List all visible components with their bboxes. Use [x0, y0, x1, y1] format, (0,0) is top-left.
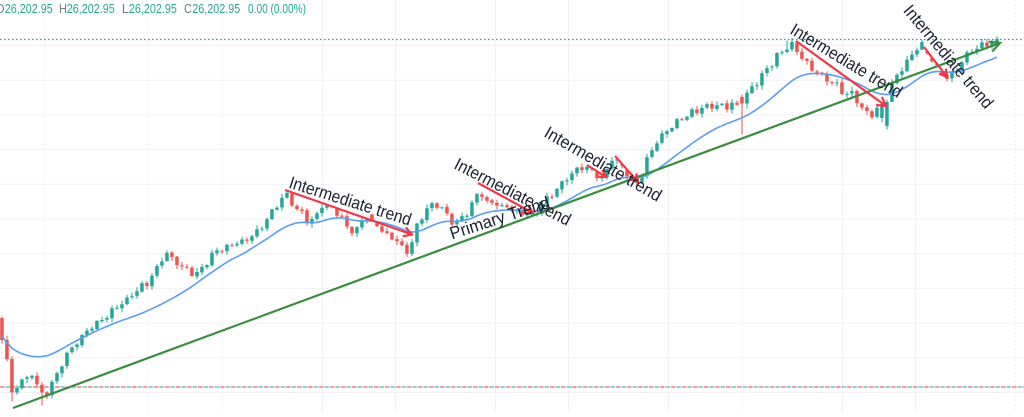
- svg-text:26,202.95: 26,202.95: [67, 2, 115, 16]
- svg-text:O: O: [0, 2, 5, 16]
- svg-text:26,202.95: 26,202.95: [192, 2, 240, 16]
- svg-text:H: H: [59, 2, 67, 16]
- svg-text:L: L: [122, 2, 129, 16]
- svg-text:26,202.95: 26,202.95: [129, 2, 177, 16]
- svg-text:C: C: [184, 2, 192, 16]
- svg-text:0.00 (0.00%): 0.00 (0.00%): [248, 2, 306, 16]
- svg-text:26,202.95: 26,202.95: [5, 2, 53, 16]
